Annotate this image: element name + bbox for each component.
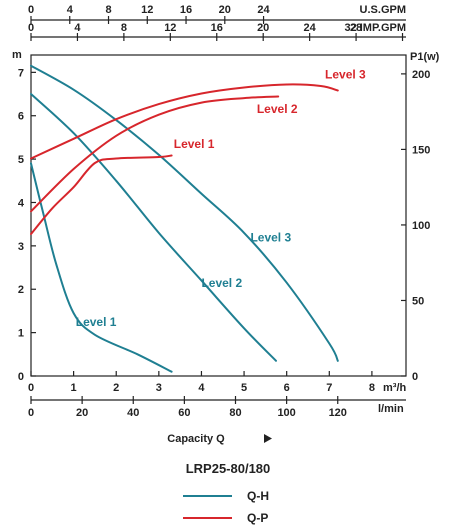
- m3h-tick-label: 0: [28, 382, 34, 394]
- arrow-right-icon: [264, 434, 272, 443]
- impgpm-tick-label: 28: [350, 22, 362, 34]
- legend-label: Q-P: [247, 511, 268, 525]
- lmin-tick-label: 120: [329, 407, 347, 419]
- impgpm-tick-label: 8: [121, 22, 127, 34]
- usgpm-tick-label: 8: [105, 4, 111, 16]
- head-axis: 0 1 2 3 4 5 6 7 m: [12, 49, 36, 383]
- m3h-tick-label: 3: [156, 382, 162, 394]
- legend-label: Q-H: [247, 489, 269, 503]
- lmin-unit: l/min: [378, 403, 404, 415]
- power-unit: P1(w): [410, 51, 440, 63]
- plot-frame: [30, 54, 407, 377]
- power-axis: 0 50 100 150 200 P1(w): [401, 51, 440, 383]
- qh-curve-level-1: [30, 162, 173, 373]
- lmin-tick-label: 20: [76, 407, 88, 419]
- qp-curve-level-3: [30, 83, 339, 160]
- lmin-axis: 0 20 40 60 80 100 120 l/min: [28, 396, 406, 419]
- curve-labels: Level 1 Level 2 Level 3 Level 1 Level 2 Level…: [76, 67, 366, 329]
- power-tick-label: 100: [412, 220, 430, 232]
- qh-label-level-2: Level 2: [201, 276, 242, 290]
- lmin-tick-label: 60: [178, 407, 190, 419]
- usgpm-tick-label: 20: [219, 4, 231, 16]
- usgpm-tick-label: 16: [180, 4, 192, 16]
- lmin-tick-label: 40: [127, 407, 139, 419]
- legend: Q-H Q-P: [183, 489, 269, 525]
- qp-curve-level-1: [30, 154, 173, 235]
- qp-label-level-3: Level 3: [325, 67, 366, 81]
- head-tick-label: 7: [18, 67, 24, 79]
- usgpm-tick-label: 0: [28, 4, 34, 16]
- qh-curve-level-3: [30, 64, 339, 362]
- qp-label-level-2: Level 2: [257, 102, 298, 116]
- usgpm-unit: U.S.GPM: [360, 4, 406, 16]
- lmin-tick-label: 100: [277, 407, 295, 419]
- power-tick-label: 200: [412, 69, 430, 81]
- m3h-axis: 0 1 2 3 4 5 6 7 8 m³/h: [28, 371, 407, 394]
- head-tick-label: 1: [18, 328, 24, 340]
- impgpm-tick-label: 0: [28, 22, 34, 34]
- qh-curve-level-2: [30, 93, 277, 362]
- impgpm-tick-label: 4: [74, 22, 81, 34]
- impgpm-tick-label: 20: [257, 22, 269, 34]
- curves: [30, 64, 339, 373]
- head-unit: m: [12, 49, 22, 61]
- qh-label-level-1: Level 1: [76, 315, 117, 329]
- usgpm-tick-label: 24: [257, 4, 270, 16]
- power-tick-label: 150: [412, 144, 430, 156]
- impgpm-unit: 32 IMP.GPM: [344, 22, 406, 34]
- m3h-tick-label: 7: [326, 382, 332, 394]
- impgpm-tick-label: 24: [304, 22, 317, 34]
- lmin-tick-label: 0: [28, 407, 34, 419]
- m3h-tick-label: 4: [198, 382, 205, 394]
- m3h-tick-label: 2: [113, 382, 119, 394]
- qp-label-level-1: Level 1: [174, 137, 215, 151]
- head-tick-label: 5: [18, 154, 24, 166]
- head-tick-label: 0: [18, 371, 24, 383]
- head-tick-label: 3: [18, 241, 24, 253]
- m3h-unit: m³/h: [383, 382, 407, 394]
- impgpm-tick-label: 12: [164, 22, 176, 34]
- chart-title: LRP25-80/180: [186, 461, 271, 476]
- power-tick-label: 50: [412, 295, 424, 307]
- m3h-tick-label: 5: [241, 382, 247, 394]
- usgpm-tick-label: 12: [141, 4, 153, 16]
- m3h-tick-label: 1: [71, 382, 77, 394]
- m3h-tick-label: 8: [369, 382, 375, 394]
- power-tick-label: 0: [412, 371, 418, 383]
- head-tick-label: 2: [18, 284, 24, 296]
- usgpm-tick-label: 4: [67, 4, 74, 16]
- qh-label-level-3: Level 3: [250, 231, 291, 245]
- head-tick-label: 4: [18, 197, 25, 209]
- m3h-tick-label: 6: [284, 382, 290, 394]
- impgpm-tick-label: 16: [211, 22, 223, 34]
- usgpm-axis: 0 4 8 12 16 20 24 U.S.GPM: [28, 4, 406, 24]
- head-tick-label: 6: [18, 111, 24, 123]
- qp-curve-level-2: [30, 95, 280, 213]
- x-axis-label: Capacity Q: [167, 433, 225, 445]
- lmin-tick-label: 80: [229, 407, 241, 419]
